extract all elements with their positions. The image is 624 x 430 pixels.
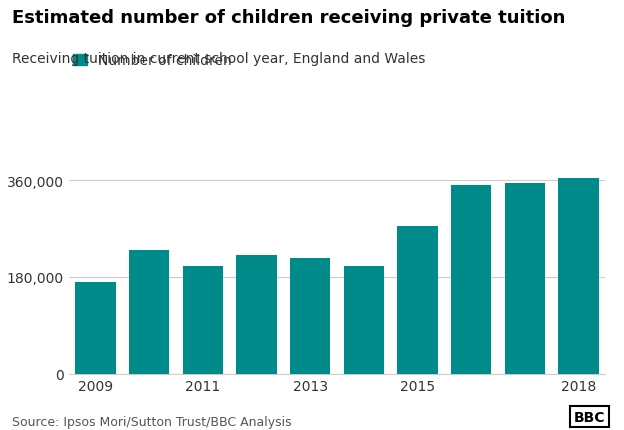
Bar (505, 183, 545, 374)
Bar (451, 186, 491, 374)
Bar (558, 179, 598, 374)
Legend: Number of children: Number of children (73, 54, 232, 68)
Bar (344, 267, 384, 374)
Text: Estimated number of children receiving private tuition: Estimated number of children receiving p… (12, 9, 566, 27)
Bar (290, 258, 330, 374)
Bar (129, 250, 169, 374)
Text: BBC: BBC (574, 410, 605, 424)
Bar (76, 283, 115, 374)
Text: Source: Ipsos Mori/Sutton Trust/BBC Analysis: Source: Ipsos Mori/Sutton Trust/BBC Anal… (12, 415, 292, 428)
Bar (236, 256, 276, 374)
Bar (183, 267, 223, 374)
Text: Receiving tuition in current school year, England and Wales: Receiving tuition in current school year… (12, 52, 426, 65)
Bar (397, 226, 437, 374)
